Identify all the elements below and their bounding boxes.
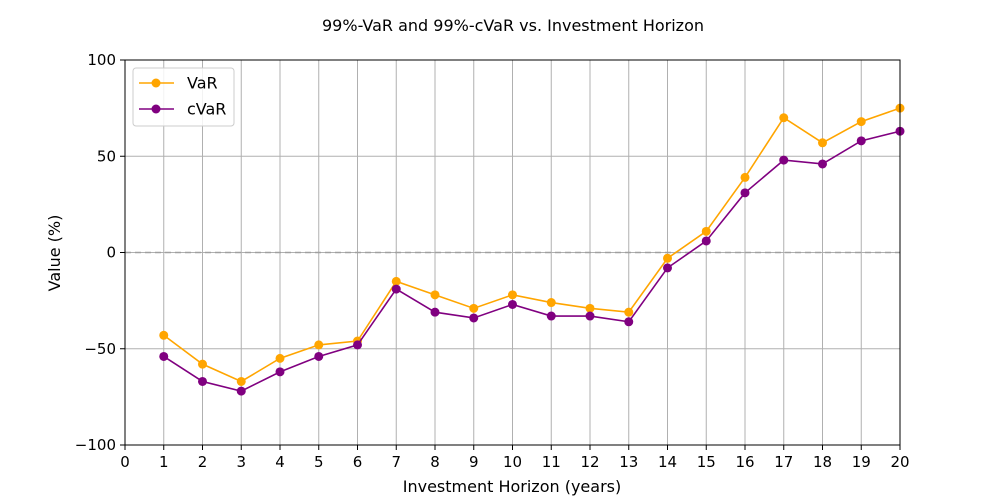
- data-point: [508, 290, 517, 300]
- x-axis-label: Investment Horizon (years): [403, 477, 621, 496]
- data-point: [314, 351, 324, 361]
- data-point: [391, 284, 401, 294]
- data-point: [430, 290, 440, 300]
- data-point: [159, 330, 169, 340]
- x-tick-label: 17: [774, 453, 793, 471]
- data-point: [779, 155, 789, 165]
- x-tick-label: 9: [469, 453, 479, 471]
- data-point: [585, 303, 595, 313]
- y-tick-label: 100: [87, 51, 116, 69]
- data-point: [198, 359, 207, 369]
- series-line: [163, 107, 901, 383]
- data-point: [624, 317, 634, 327]
- data-point: [546, 298, 556, 308]
- x-tick-label: 10: [503, 453, 522, 471]
- legend-label: VaR: [187, 74, 218, 93]
- data-point: [198, 376, 207, 386]
- data-point: [508, 299, 517, 309]
- x-tick-label: 11: [542, 453, 561, 471]
- series-layer: [159, 103, 905, 396]
- x-tick-label: 4: [275, 453, 285, 471]
- ticks: 0 1 2 3 4 5 6 7 8 9 10 11 12 13 14 15 16 17 18 19 20−100−500…: [75, 51, 910, 471]
- data-point: [740, 172, 750, 182]
- x-tick-label: 12: [580, 453, 599, 471]
- data-point: [701, 226, 711, 236]
- data-point: [663, 253, 672, 263]
- data-point: [779, 113, 789, 123]
- x-tick-label: 18: [813, 453, 832, 471]
- y-tick-label: 50: [97, 147, 116, 165]
- x-tick-label: 7: [391, 453, 401, 471]
- x-tick-label: 2: [198, 453, 208, 471]
- x-tick-label: 13: [619, 453, 638, 471]
- data-point: [701, 236, 711, 246]
- data-point: [275, 367, 285, 377]
- x-tick-label: 15: [697, 453, 716, 471]
- y-tick-label: −50: [84, 340, 116, 358]
- x-tick-label: 8: [430, 453, 440, 471]
- data-point: [818, 159, 827, 169]
- legend-swatch-marker: [151, 104, 161, 114]
- y-tick-label: 0: [106, 244, 116, 262]
- data-point: [391, 276, 401, 286]
- x-tick-label: 6: [353, 453, 363, 471]
- data-point: [818, 138, 827, 148]
- data-point: [740, 188, 750, 198]
- data-point: [624, 307, 634, 317]
- series-var: [159, 103, 905, 386]
- data-point: [663, 263, 672, 273]
- data-point: [546, 311, 556, 321]
- legend-swatch-marker: [151, 78, 161, 88]
- x-tick-label: 5: [314, 453, 324, 471]
- legend: VaR cVaR: [132, 67, 235, 127]
- x-tick-label: 1: [159, 453, 169, 471]
- legend-label: cVaR: [187, 100, 226, 119]
- data-point: [314, 340, 324, 350]
- x-tick-label: 16: [735, 453, 754, 471]
- data-point: [856, 136, 866, 146]
- data-point: [469, 303, 479, 313]
- chart-title: 99%-VaR and 99%-cVaR vs. Investment Hori…: [322, 16, 704, 35]
- x-tick-label: 20: [890, 453, 909, 471]
- data-point: [275, 353, 285, 363]
- y-tick-label: −100: [75, 436, 116, 454]
- series-line: [163, 130, 901, 392]
- x-tick-label: 19: [852, 453, 871, 471]
- data-point: [585, 311, 595, 321]
- data-point: [856, 117, 866, 127]
- x-tick-label: 14: [658, 453, 677, 471]
- data-point: [353, 340, 362, 350]
- x-tick-label: 3: [236, 453, 246, 471]
- x-tick-label: 0: [120, 453, 130, 471]
- data-point: [159, 351, 169, 361]
- data-point: [236, 386, 246, 396]
- y-axis-label: Value (%): [45, 215, 64, 292]
- data-point: [430, 307, 440, 317]
- series-cvar: [159, 126, 905, 396]
- data-point: [236, 376, 246, 386]
- data-point: [469, 313, 479, 323]
